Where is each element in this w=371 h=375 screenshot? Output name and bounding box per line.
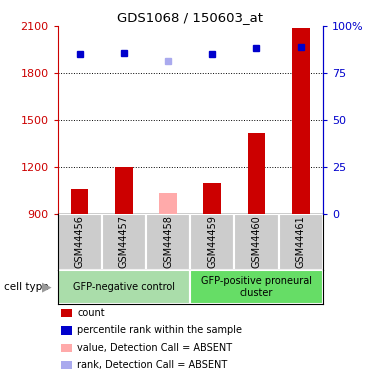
Bar [146,214,190,270]
Bar [58,214,102,270]
Bar [279,214,323,270]
Text: percentile rank within the sample: percentile rank within the sample [77,326,242,335]
Bar [115,167,133,214]
Bar [203,183,221,214]
Text: value, Detection Call = ABSENT: value, Detection Call = ABSENT [77,343,232,352]
Bar [234,214,279,270]
Bar [292,28,309,214]
Text: cell type: cell type [4,282,48,292]
Text: GFP-positive proneural
cluster: GFP-positive proneural cluster [201,276,312,298]
Bar [190,214,234,270]
Text: GSM44461: GSM44461 [296,216,306,268]
Text: GSM44457: GSM44457 [119,215,129,268]
Bar [58,270,190,304]
Bar [102,214,146,270]
Bar [159,194,177,214]
Text: rank, Detection Call = ABSENT: rank, Detection Call = ABSENT [77,360,227,370]
Text: ▶: ▶ [42,280,51,293]
Text: GSM44459: GSM44459 [207,215,217,268]
Bar [71,189,88,214]
Text: count: count [77,308,105,318]
Title: GDS1068 / 150603_at: GDS1068 / 150603_at [117,11,263,24]
Text: GFP-negative control: GFP-negative control [73,282,175,292]
Bar [247,132,265,214]
Text: GSM44460: GSM44460 [252,216,262,268]
Bar [190,270,323,304]
Text: GSM44458: GSM44458 [163,215,173,268]
Text: GSM44456: GSM44456 [75,215,85,268]
